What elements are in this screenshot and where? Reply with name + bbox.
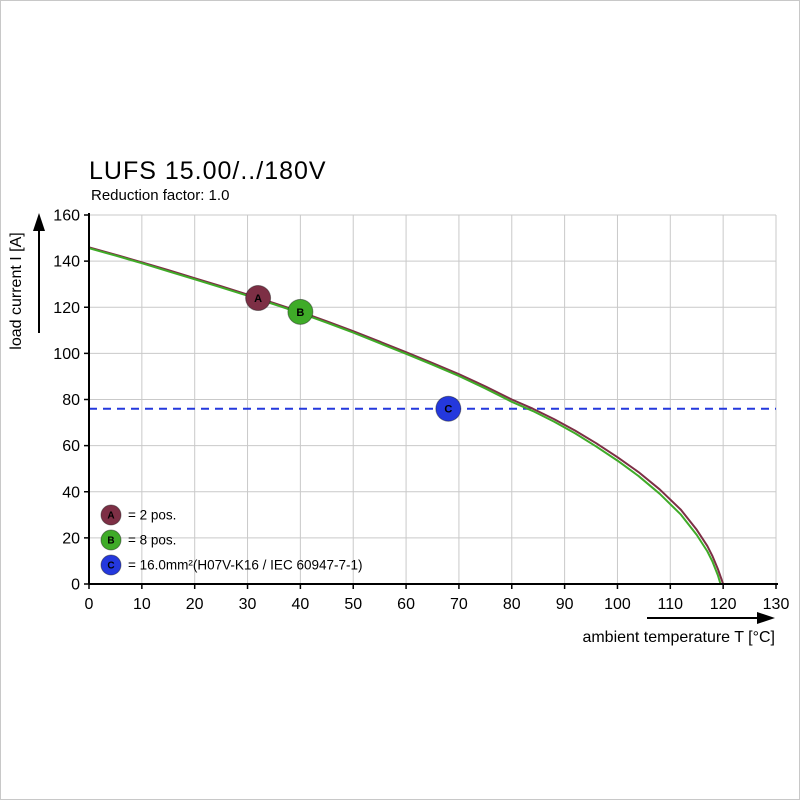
legend-letter-A: A xyxy=(107,511,114,522)
x-tick-label: 70 xyxy=(450,596,468,613)
y-tick-label: 120 xyxy=(53,300,80,317)
x-tick-label: 10 xyxy=(133,596,151,613)
y-tick-label: 160 xyxy=(53,208,80,225)
y-tick-label: 60 xyxy=(62,438,80,455)
y-tick-label: 140 xyxy=(53,254,80,271)
legend-text-A: = 2 pos. xyxy=(128,508,176,523)
marker-B xyxy=(287,298,314,325)
x-tick-label: 100 xyxy=(604,596,631,613)
y-tick-label: 80 xyxy=(62,392,80,409)
y-tick-label: 40 xyxy=(62,484,80,501)
x-tick-label: 40 xyxy=(291,596,309,613)
chart-subtitle: Reduction factor: 1.0 xyxy=(91,187,230,204)
x-tick-label: 110 xyxy=(658,596,684,613)
plot-layer: 0 10 20 30 40 50 60 70 80 90 100 110 120 130 0 20 40 60 80… xyxy=(33,208,790,624)
x-axis-label: ambient temperature T [°C] xyxy=(582,629,775,646)
curve-series-1 xyxy=(88,247,722,585)
legend-swatch-A xyxy=(100,504,122,526)
page-title: LUFS 15.00/../180V xyxy=(89,157,327,185)
marker-C-letter: C xyxy=(444,404,452,416)
x-tick-label: 20 xyxy=(186,596,204,613)
x-tick-label: 90 xyxy=(556,596,574,613)
marker-A xyxy=(245,285,272,312)
legend-swatch-B xyxy=(100,529,122,551)
x-tick-label: 80 xyxy=(503,596,521,613)
grid xyxy=(88,214,777,585)
x-axis-arrow xyxy=(757,612,775,624)
y-tick-label: 100 xyxy=(53,346,80,363)
y-axis-arrow xyxy=(33,213,45,231)
x-tick-label: 60 xyxy=(397,596,415,613)
x-tick-label: 130 xyxy=(763,596,790,613)
marker-A-letter: A xyxy=(254,293,262,305)
x-tick-label: 30 xyxy=(239,596,257,613)
curve-series-0 xyxy=(88,246,725,585)
legend-text-C: = 16.0mm²(H07V-K16 / IEC 60947-7-1) xyxy=(128,558,362,573)
legend-text-B: = 8 pos. xyxy=(128,533,176,548)
legend-letter-B: B xyxy=(107,536,114,547)
legend-swatch-C xyxy=(100,554,122,576)
x-tick-label: 0 xyxy=(85,596,94,613)
y-tick-label: 20 xyxy=(62,530,80,547)
legend-letter-C: C xyxy=(107,561,114,572)
marker-C xyxy=(435,395,462,422)
x-tick-label: 50 xyxy=(344,596,362,613)
y-axis-label: load current I [A] xyxy=(8,232,25,349)
x-tick-label: 120 xyxy=(710,596,737,613)
marker-B-letter: B xyxy=(296,307,304,319)
y-tick-label: 0 xyxy=(71,577,80,594)
